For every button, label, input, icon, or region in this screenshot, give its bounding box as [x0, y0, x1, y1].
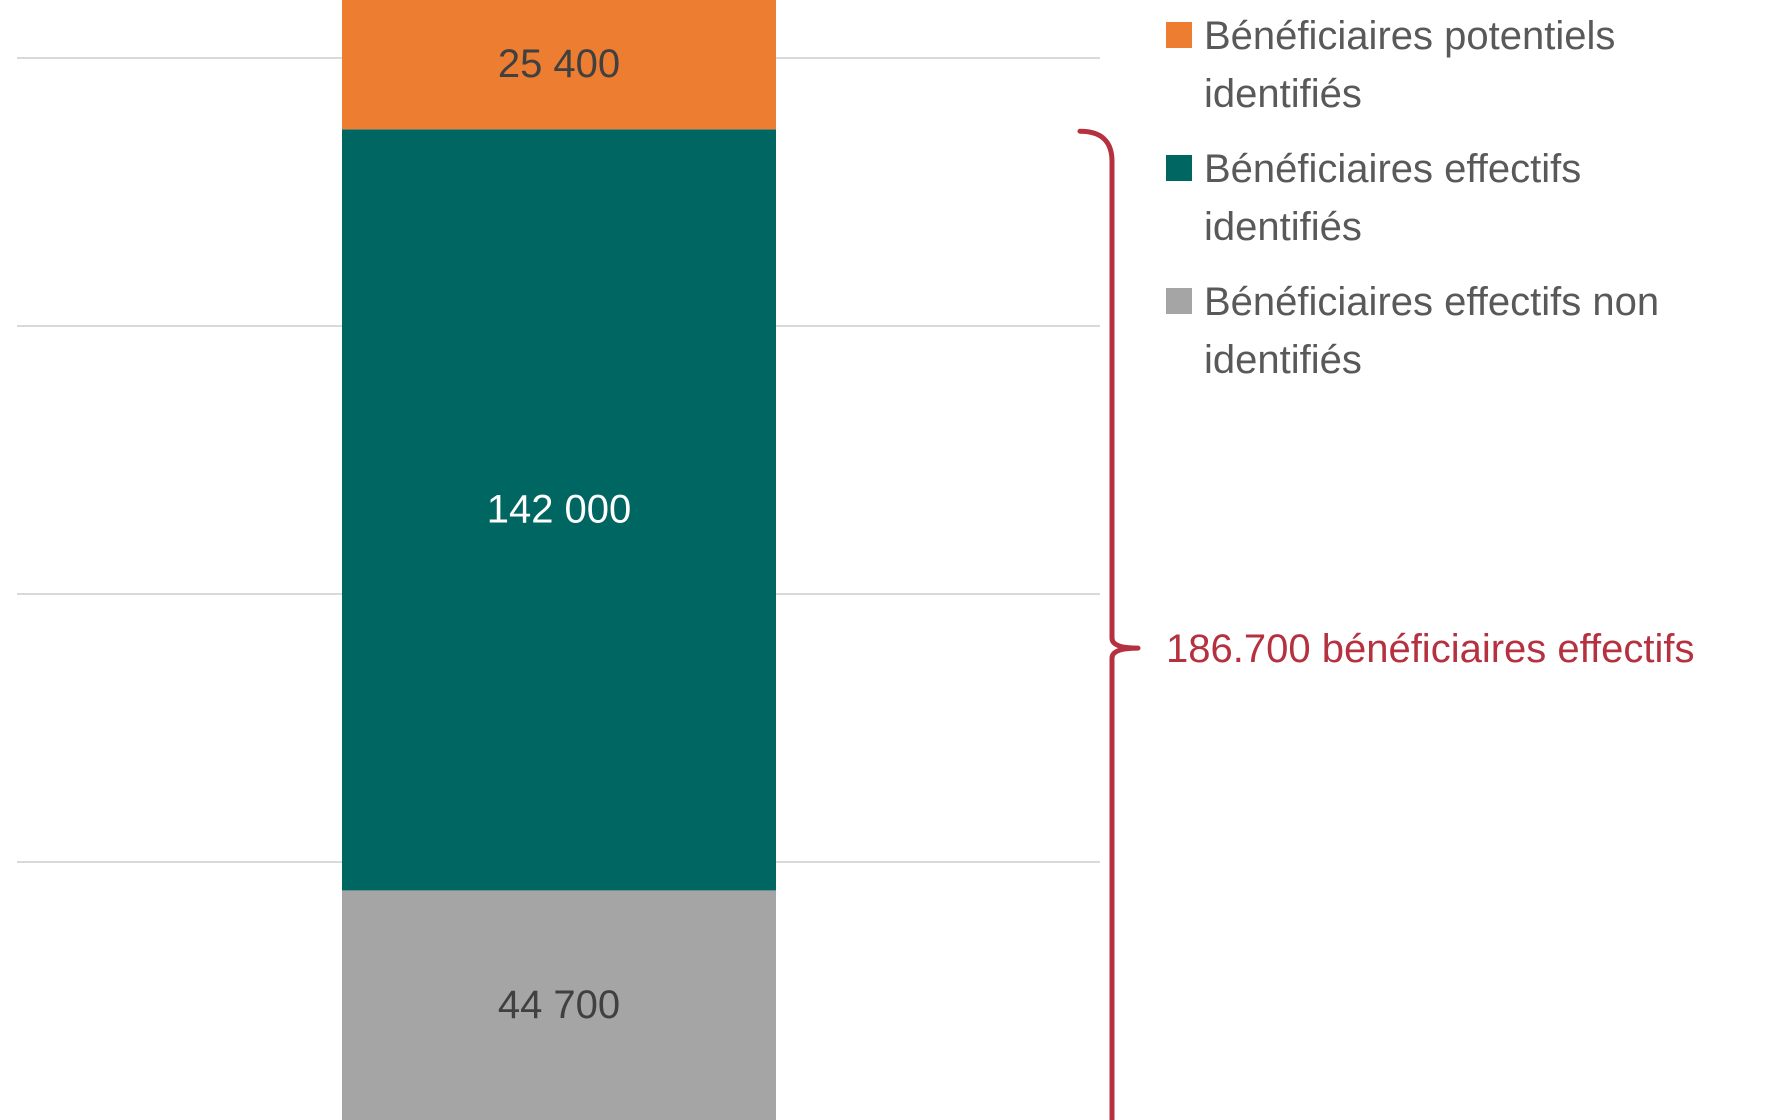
data-label: 142 000	[487, 487, 632, 531]
bar-segment	[342, 890, 776, 1120]
annotation-label: 186.700 bénéficiaires effectifs	[1166, 627, 1695, 671]
data-label: 44 700	[498, 983, 620, 1027]
legend-entry: Bénéficiaires potentiels identifiés	[1204, 14, 1615, 116]
legend: Bénéficiaires potentiels identifiés Bénéfi…	[1166, 14, 1659, 382]
legend-swatch	[1166, 288, 1192, 314]
bar-segment	[342, 0, 776, 130]
data-label: 25 400	[498, 42, 620, 86]
bar-segment	[342, 129, 776, 891]
data-labels: 44 700 142 000 25 400	[487, 42, 632, 1027]
bar-stack	[342, 0, 776, 1120]
legend-entry: Bénéficiaires effectifs identifiés	[1204, 147, 1581, 249]
legend-swatch	[1166, 22, 1192, 48]
curly-brace-icon	[1077, 128, 1141, 1120]
legend-entry: Bénéficiaires effectifs non identifiés	[1204, 280, 1659, 382]
brace-annotation: 186.700 bénéficiaires effectifs	[1077, 128, 1695, 1120]
legend-swatch	[1166, 155, 1192, 181]
